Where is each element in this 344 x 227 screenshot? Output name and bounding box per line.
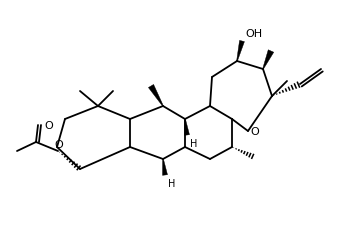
Text: OH: OH [245,29,262,39]
Text: H: H [190,138,197,148]
Text: O: O [55,139,63,149]
Polygon shape [148,85,163,107]
Polygon shape [262,51,274,70]
Polygon shape [184,119,190,136]
Polygon shape [162,159,168,175]
Text: H: H [168,178,175,188]
Text: O: O [44,121,53,131]
Text: O: O [250,126,259,136]
Polygon shape [237,41,245,62]
